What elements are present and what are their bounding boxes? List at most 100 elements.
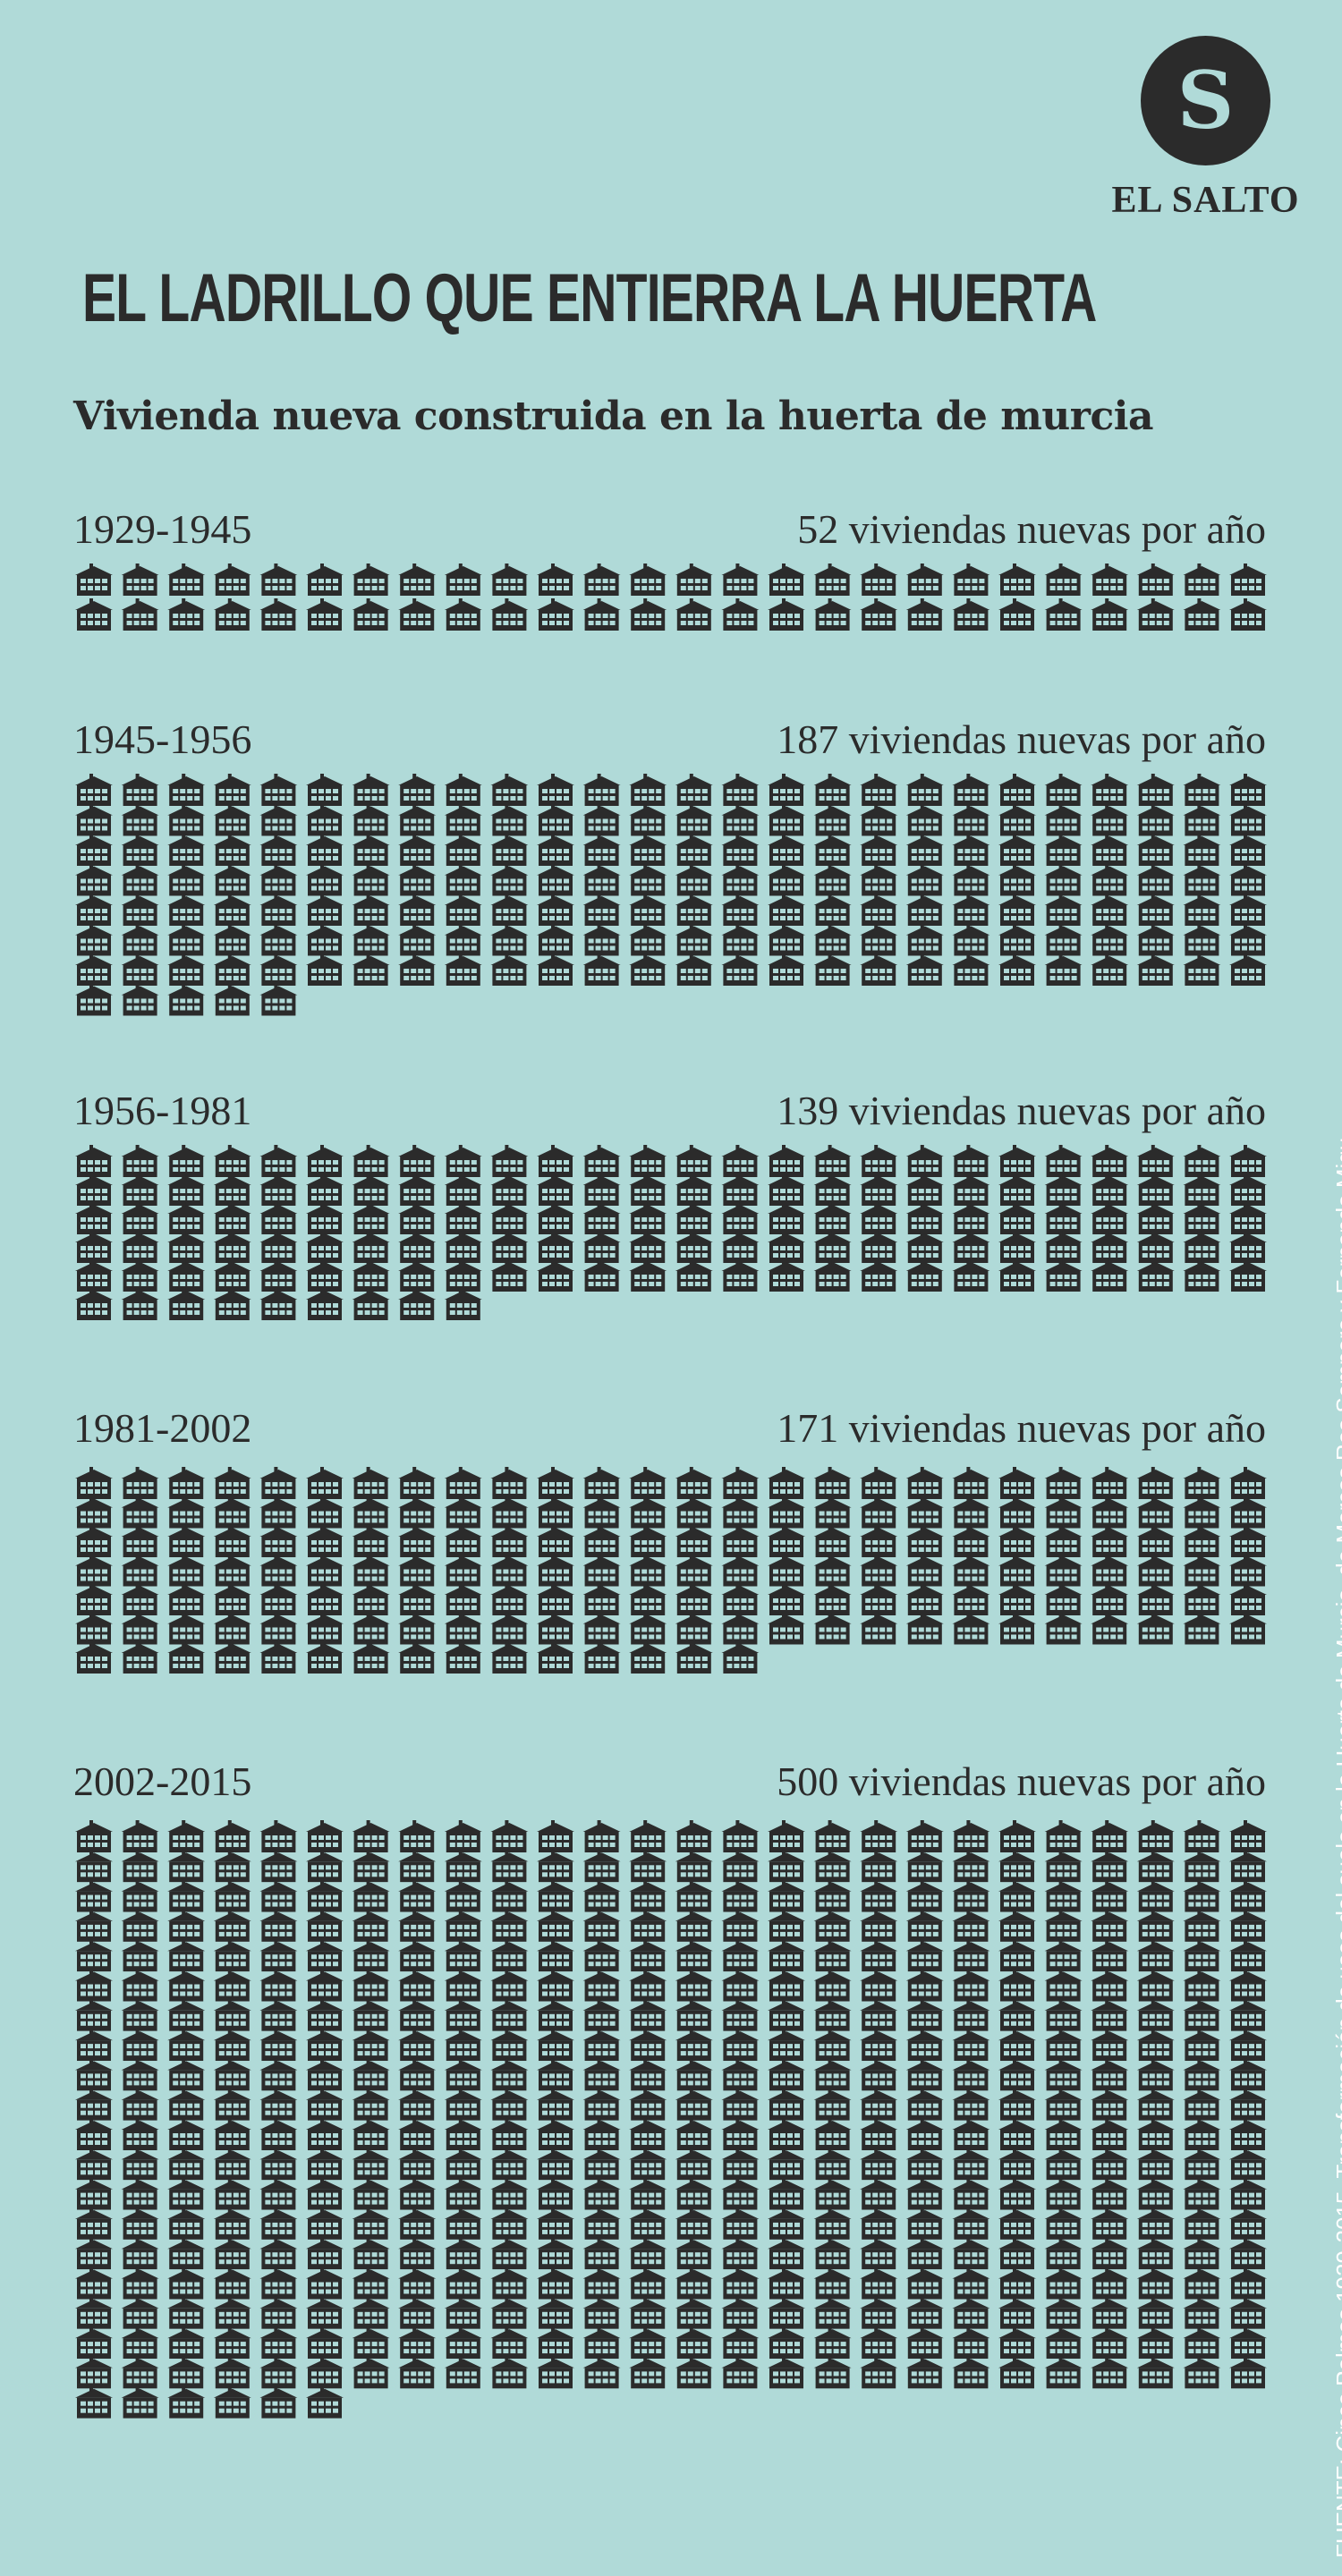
house-icon: [444, 2118, 482, 2150]
house-icon: [490, 1554, 529, 1587]
house-icon: [905, 1231, 944, 1263]
house-icon: [721, 1820, 760, 1852]
house-icon: [1183, 1231, 1221, 1263]
house-icon: [952, 1467, 990, 1499]
house-icon: [306, 2385, 344, 2419]
house-icon: [1183, 2237, 1221, 2270]
house-icon: [813, 2029, 852, 2062]
house-icon: [444, 1583, 482, 1615]
house-icon: [537, 2118, 574, 2150]
house-icon: [952, 2088, 990, 2121]
house-icon: [905, 953, 944, 986]
house-icon: [75, 2177, 113, 2210]
house-icon: [167, 1998, 206, 2031]
house-icon: [167, 1879, 206, 1912]
house-icon: [121, 983, 159, 1016]
house-icon: [1136, 2058, 1175, 2091]
house-icon: [398, 2088, 437, 2121]
house-icon: [860, 2058, 898, 2091]
house-icon: [768, 2029, 805, 2062]
house-icon: [905, 803, 944, 836]
house-icon: [167, 834, 206, 866]
house-icon: [352, 1554, 390, 1587]
house-icon: [306, 863, 344, 896]
house-icon: [1091, 2267, 1129, 2300]
house-icon: [352, 923, 390, 956]
house-icon: [306, 1969, 344, 2002]
house-icon: [537, 1939, 574, 1972]
house-icon: [306, 1909, 344, 1942]
house-icon: [444, 953, 482, 986]
house-icon: [860, 2148, 898, 2181]
house-icon: [675, 803, 713, 836]
house-icon: [629, 2029, 667, 2062]
house-icon: [813, 1998, 852, 2031]
house-icon: [121, 1288, 159, 1320]
house-icon: [1091, 1174, 1129, 1206]
house-icon: [768, 894, 805, 926]
house-icon: [1229, 2088, 1267, 2121]
house-icon: [1044, 2296, 1083, 2329]
house-icon: [629, 1969, 667, 2002]
chart-title: EL LADRILLO QUE ENTIERRA LA HUERTA: [82, 260, 1097, 336]
house-icon: [1091, 2088, 1129, 2121]
house-icon: [1183, 923, 1221, 956]
house-icon: [721, 1850, 760, 1883]
house-icon: [444, 1612, 482, 1645]
house-icon: [905, 2088, 944, 2121]
house-icon: [121, 2326, 159, 2360]
house-icon: [213, 2267, 251, 2300]
house-icon: [768, 1909, 805, 1942]
house-icon: [860, 774, 898, 806]
house-icon: [121, 774, 159, 806]
house-icon: [629, 1145, 667, 1177]
house-icon: [768, 1998, 805, 2031]
house-icon: [768, 863, 805, 896]
house-icon: [167, 1145, 206, 1177]
house-icon: [952, 1583, 990, 1615]
house-icon: [629, 2148, 667, 2181]
house-icon: [905, 2207, 944, 2240]
house-icon: [629, 2177, 667, 2210]
house-icon: [721, 1554, 760, 1587]
house-icon: [444, 1525, 482, 1557]
house-icon: [860, 2029, 898, 2062]
house-icon: [259, 923, 298, 956]
house-icon: [629, 1174, 667, 1206]
house-icon: [860, 894, 898, 926]
house-icon: [1044, 2326, 1083, 2360]
house-icon: [167, 1174, 206, 1206]
house-icon: [860, 2177, 898, 2210]
house-icon: [1136, 2326, 1175, 2360]
house-icon: [582, 1850, 621, 1883]
house-icon: [259, 983, 298, 1016]
house-icon: [1183, 1969, 1221, 2002]
house-icon: [768, 1525, 805, 1557]
house-icon: [721, 2356, 760, 2389]
house-icon: [768, 2148, 805, 2181]
house-icon: [1229, 1554, 1267, 1587]
house-icon: [1229, 1909, 1267, 1942]
house-icon: [768, 2356, 805, 2389]
house-icon: [860, 2237, 898, 2270]
house-icon: [1183, 1259, 1221, 1292]
house-icon: [952, 2296, 990, 2329]
house-icon: [998, 2267, 1036, 2300]
house-icon: [905, 1554, 944, 1587]
house-icon: [75, 2029, 113, 2062]
house-icon: [629, 774, 667, 806]
house-icon: [444, 1259, 482, 1292]
house-icon: [860, 2267, 898, 2300]
house-icon: [582, 1525, 621, 1557]
house-icon: [75, 2356, 113, 2389]
chart-subtitle: Vivienda nueva construida en la huerta d…: [73, 394, 1154, 439]
house-icon: [1229, 2029, 1267, 2062]
house-icon: [1136, 1525, 1175, 1557]
house-icon: [952, 2356, 990, 2389]
brand-logo: S: [1141, 36, 1270, 165]
house-icon: [167, 923, 206, 956]
house-icon: [306, 1850, 344, 1883]
house-icon: [213, 983, 251, 1016]
house-icon: [1229, 1145, 1267, 1177]
house-icon: [1091, 1850, 1129, 1883]
